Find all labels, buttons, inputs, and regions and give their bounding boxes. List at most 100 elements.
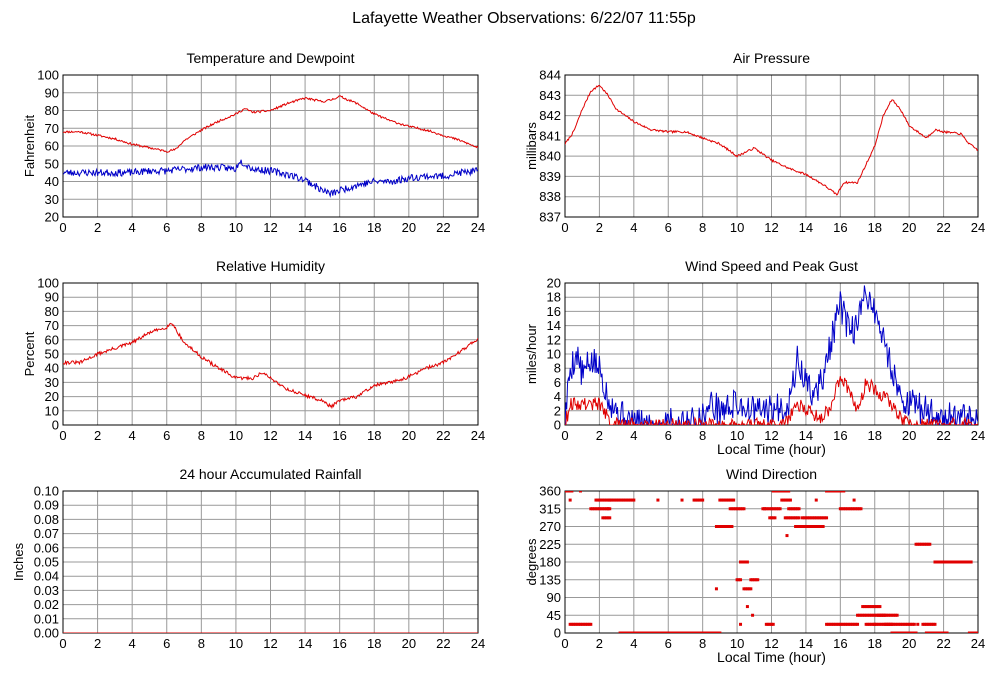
data-point — [794, 516, 798, 520]
data-point — [861, 605, 865, 609]
y-tick-label: 0 — [554, 626, 561, 641]
x-tick-label: 0 — [59, 636, 66, 651]
data-point — [818, 516, 822, 520]
data-point — [935, 560, 939, 564]
data-point — [814, 525, 818, 528]
data-point — [592, 507, 596, 511]
data-point — [825, 516, 829, 520]
x-tick-label: 2 — [596, 220, 603, 235]
data-point — [876, 605, 880, 609]
x-tick-label: 18 — [868, 220, 882, 235]
y-tick-label: 0.01 — [34, 611, 59, 626]
data-point — [604, 507, 608, 511]
x-tick-label: 18 — [367, 636, 381, 651]
data-point — [778, 507, 782, 511]
data-point — [603, 516, 607, 520]
y-tick-label: 50 — [45, 156, 59, 171]
data-point — [589, 622, 593, 626]
data-point — [692, 631, 696, 633]
data-point — [795, 507, 799, 511]
data-point — [770, 516, 773, 520]
data-point — [792, 507, 796, 511]
data-point — [828, 491, 832, 493]
x-tick-label: 0 — [561, 636, 568, 651]
data-point — [718, 631, 722, 633]
data-point — [938, 631, 942, 633]
x-tick-label: 14 — [799, 220, 813, 235]
data-point — [930, 622, 934, 626]
data-point — [570, 491, 574, 493]
data-point — [961, 560, 965, 564]
data-point — [933, 560, 937, 564]
grid — [564, 490, 979, 634]
y-tick-label: 225 — [539, 537, 561, 552]
data-point — [725, 498, 729, 502]
data-point — [739, 507, 743, 511]
data-point — [807, 516, 811, 520]
data-point — [899, 622, 903, 626]
data-point — [935, 631, 939, 633]
data-point — [566, 491, 570, 493]
data-point — [887, 622, 891, 626]
grid — [62, 490, 479, 634]
x-tick-label: 18 — [367, 428, 381, 443]
x-tick-label: 12 — [764, 220, 778, 235]
data-point — [603, 507, 607, 511]
data-point — [933, 622, 937, 626]
data-point — [737, 578, 741, 582]
data-point — [928, 622, 932, 626]
data-point — [584, 622, 588, 626]
data-point — [945, 560, 949, 564]
data-point — [656, 498, 660, 502]
data-point — [788, 507, 792, 511]
data-point — [899, 631, 903, 633]
data-point — [699, 631, 703, 633]
data-point — [874, 613, 878, 617]
data-point — [609, 498, 613, 502]
y-tick-label: 30 — [45, 375, 59, 390]
data-point — [733, 507, 737, 511]
data-point — [873, 613, 877, 617]
data-point — [773, 491, 777, 493]
x-tick-label: 24 — [971, 636, 985, 651]
x-tick-label: 6 — [665, 636, 672, 651]
data-point — [890, 622, 894, 626]
x-tick-label: 22 — [436, 428, 450, 443]
data-point — [907, 631, 911, 633]
x-tick-label: 24 — [471, 636, 485, 651]
data-point — [787, 516, 791, 520]
x-tick-label: 4 — [129, 636, 136, 651]
data-point — [897, 631, 901, 633]
data-point — [749, 578, 753, 582]
data-point — [902, 622, 906, 626]
data-point — [714, 525, 718, 528]
data-point — [670, 631, 674, 633]
data-point — [601, 507, 605, 511]
data-point — [916, 622, 920, 626]
chart-title: 24 hour Accumulated Rainfall — [179, 466, 361, 482]
data-point — [868, 605, 872, 609]
data-point — [849, 507, 853, 511]
data-point — [974, 631, 978, 633]
chart-title: Air Pressure — [733, 50, 810, 66]
data-point — [780, 491, 784, 493]
data-point — [947, 560, 951, 564]
x-tick-label: 0 — [561, 428, 568, 443]
data-point — [878, 613, 882, 617]
data-point — [940, 560, 944, 564]
data-point — [813, 516, 817, 520]
data-point — [869, 605, 873, 609]
y-tick-label: 90 — [547, 590, 561, 605]
data-point — [843, 507, 847, 511]
x-tick-label: 24 — [471, 428, 485, 443]
data-point — [837, 622, 841, 626]
data-point — [887, 613, 891, 617]
data-point — [594, 498, 598, 502]
page-title: Lafayette Weather Observations: 6/22/07 … — [352, 10, 696, 27]
data-point — [596, 498, 600, 502]
data-point — [871, 613, 875, 617]
x-tick-label: 10 — [730, 428, 744, 443]
data-point — [864, 605, 868, 609]
data-point — [797, 525, 801, 528]
data-point — [782, 498, 786, 502]
